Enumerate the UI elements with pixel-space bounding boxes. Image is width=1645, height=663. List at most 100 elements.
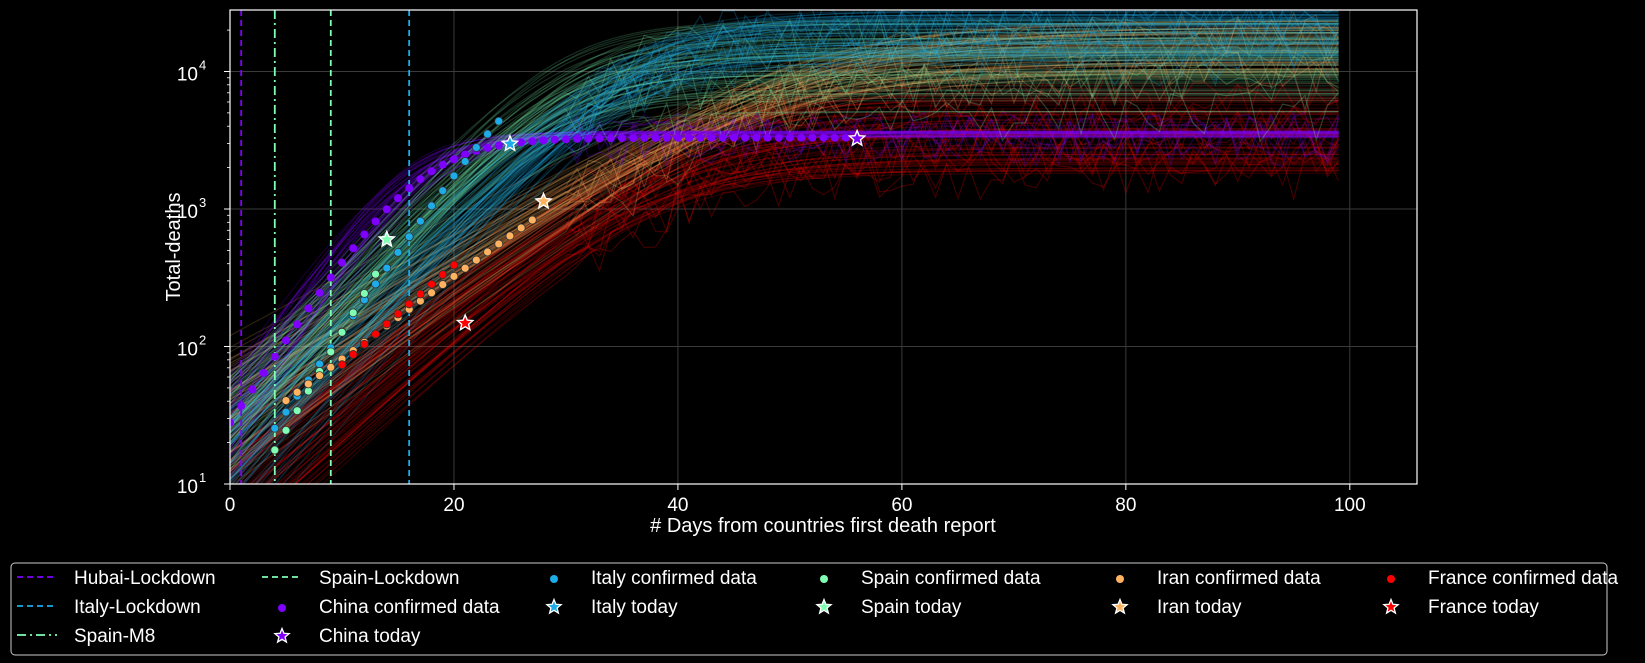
model-curve-spain [230, 60, 1339, 420]
model-curve-france [281, 113, 1339, 484]
model-curve-spain [230, 20, 1339, 397]
model-curve-france [230, 128, 1339, 472]
model-curve-iran [230, 71, 1339, 391]
model-curve-france [230, 87, 1339, 479]
model-curve-iran [230, 32, 1339, 407]
model-curve-france [230, 127, 1340, 467]
model-curve-china [230, 135, 1339, 390]
data-point-spain [270, 445, 280, 455]
model-curve-italy [230, 14, 1339, 476]
model-curve-spain [230, 37, 1339, 409]
model-curve-italy [230, 23, 1339, 465]
model-curve-iran [230, 74, 1339, 394]
model-curve-china [230, 112, 1340, 450]
data-point-china [416, 175, 425, 184]
model-curve-china [230, 133, 1339, 423]
data-point-italy [382, 263, 392, 273]
data-point-spain [348, 308, 358, 318]
x-axis-ticks: 0 20 40 60 80 100 [225, 484, 1366, 516]
model-curve-italy [230, 14, 1339, 437]
model-curve-france [230, 167, 1339, 484]
model-curve-iran [230, 45, 1340, 364]
model-curve-italy [230, 51, 1339, 427]
model-curve-france [230, 132, 1339, 472]
model-curve-spain [230, 23, 1339, 429]
model-curve-france [230, 83, 1339, 462]
model-curve-spain [230, 57, 1339, 378]
data-point-france [393, 309, 403, 319]
model-curve-china [230, 131, 1339, 410]
data-point-italy [438, 186, 448, 196]
model-curve-spain [230, 73, 1339, 437]
data-point-china [808, 133, 817, 142]
model-curve-spain [230, 63, 1339, 428]
model-curve-italy [230, 45, 1339, 473]
model-curve-china [230, 130, 1339, 450]
model-curve-france [230, 112, 1339, 460]
model-curve-iran [230, 41, 1339, 470]
model-curve-china [230, 132, 1339, 408]
model-curve-france [285, 172, 1339, 484]
model-curve-iran [230, 61, 1339, 419]
model-curve-italy [230, 41, 1339, 433]
legend-box [10, 562, 1608, 656]
data-point-china [270, 352, 279, 361]
model-curve-iran [230, 69, 1339, 377]
model-curve-france [230, 158, 1339, 483]
model-curve-france [249, 100, 1339, 484]
model-curve-france [230, 110, 1339, 480]
data-point-china [729, 133, 738, 142]
model-curve-iran [230, 31, 1339, 360]
model-curve-italy [230, 42, 1339, 438]
data-point-china [337, 258, 346, 267]
model-curve-iran [230, 35, 1339, 353]
model-curve-iran [230, 73, 1339, 464]
model-curve-italy [249, 54, 1339, 484]
model-curve-france [254, 101, 1339, 484]
legend-label-hubai-lockdown: Hubai-Lockdown [74, 568, 216, 589]
data-point-china [237, 401, 246, 410]
model-curve-italy [230, 37, 1339, 481]
data-point-france [415, 289, 425, 299]
today-markers [377, 128, 867, 332]
y-tick-label: 10 [177, 202, 198, 223]
model-curve-china [230, 130, 1339, 456]
legend-swatch-star [545, 597, 563, 615]
model-curve-france [302, 151, 1339, 484]
model-curve-iran [230, 22, 1339, 392]
model-curve-iran [230, 71, 1339, 390]
model-curve-iran [230, 38, 1339, 368]
data-point-spain [292, 406, 302, 416]
model-curve-italy [230, 32, 1339, 409]
model-curve-iran [230, 32, 1339, 432]
data-point-iran [494, 239, 504, 249]
model-curve-spain [230, 92, 1339, 399]
model-curve-spain [230, 80, 1339, 402]
model-curve-iran [230, 30, 1339, 348]
data-point-france [371, 329, 380, 339]
model-curve-spain [230, 56, 1339, 445]
model-curve-france [230, 130, 1339, 461]
model-curve-france [276, 103, 1340, 484]
data-point-france [438, 270, 448, 279]
legend-swatch-dot [1387, 575, 1395, 583]
model-curve-iran [230, 64, 1339, 404]
data-point-china [315, 288, 324, 297]
today-star-iran [534, 191, 553, 210]
model-curve-spain [230, 42, 1339, 390]
model-curve-italy [230, 48, 1339, 480]
data-point-china [494, 141, 503, 150]
model-curve-iran [230, 29, 1339, 372]
model-curve-iran [230, 43, 1339, 416]
model-curve-france [240, 134, 1339, 484]
data-point-china [763, 133, 772, 142]
data-point-italy [483, 129, 492, 139]
data-point-china [449, 155, 458, 164]
model-curve-iran [230, 45, 1339, 415]
model-curve-spain [230, 78, 1339, 448]
model-curve-china [230, 133, 1339, 451]
model-curve-spain [230, 90, 1340, 473]
model-curve-iran [230, 47, 1339, 469]
x-tick-label: 100 [1334, 495, 1366, 516]
model-curve-iran [230, 48, 1339, 463]
